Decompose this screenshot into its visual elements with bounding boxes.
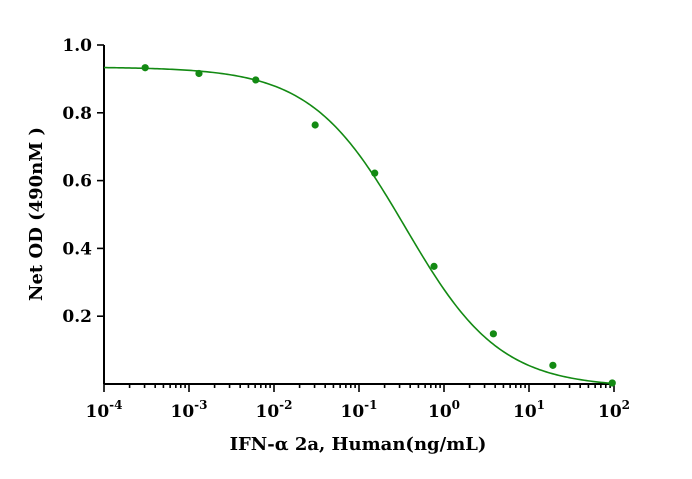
data-point — [311, 121, 319, 129]
y-tick-label: 0.6 — [62, 172, 92, 192]
x-tick-base: 10 — [513, 402, 537, 422]
fit-curve — [103, 66, 615, 385]
data-point — [141, 64, 149, 72]
data-point — [371, 169, 379, 177]
x-tick-exponent: -4 — [109, 398, 122, 412]
x-tick-label: 10-2 — [255, 398, 292, 422]
x-tick-label: 100 — [428, 398, 460, 422]
fit-curve-layer — [103, 66, 615, 385]
data-point — [489, 330, 497, 338]
data-point — [549, 361, 557, 369]
x-tick-exponent: 0 — [452, 398, 460, 412]
x-tick-base: 10 — [85, 402, 109, 422]
y-tick-label: 0.4 — [62, 239, 92, 259]
x-tick-exponent: -3 — [194, 398, 207, 412]
x-tick-exponent: 2 — [622, 398, 630, 412]
y-tick-label: 1.0 — [62, 36, 92, 56]
axes — [103, 45, 614, 385]
data-point — [430, 262, 438, 270]
x-tick-label: 10-1 — [340, 398, 377, 422]
data-point — [608, 379, 616, 387]
data-point — [252, 76, 260, 84]
x-tick-base: 10 — [255, 402, 279, 422]
x-axis-title: IFN-α 2a, Human(ng/mL) — [230, 434, 487, 455]
ticks: 0.20.40.60.81.010-4 10-3 10-2 10-1 100 101 102 — [62, 36, 630, 422]
y-tick-label: 0.2 — [62, 307, 92, 327]
x-tick-label: 101 — [513, 398, 545, 422]
data-points-layer — [141, 64, 616, 387]
x-tick-label: 102 — [598, 398, 630, 422]
x-tick-base: 10 — [598, 402, 622, 422]
x-tick-label: 10-3 — [170, 398, 207, 422]
x-tick-base: 10 — [340, 402, 364, 422]
y-tick-label: 0.8 — [62, 104, 92, 124]
x-tick-exponent: -1 — [364, 398, 377, 412]
y-axis-title: Net OD (490nM ) — [26, 127, 47, 301]
x-tick-base: 10 — [170, 402, 194, 422]
x-tick-exponent: -2 — [279, 398, 292, 412]
x-tick-base: 10 — [428, 402, 452, 422]
data-point — [195, 69, 203, 78]
x-tick-label: 10-4 — [85, 398, 122, 422]
x-tick-exponent: 1 — [537, 398, 545, 412]
